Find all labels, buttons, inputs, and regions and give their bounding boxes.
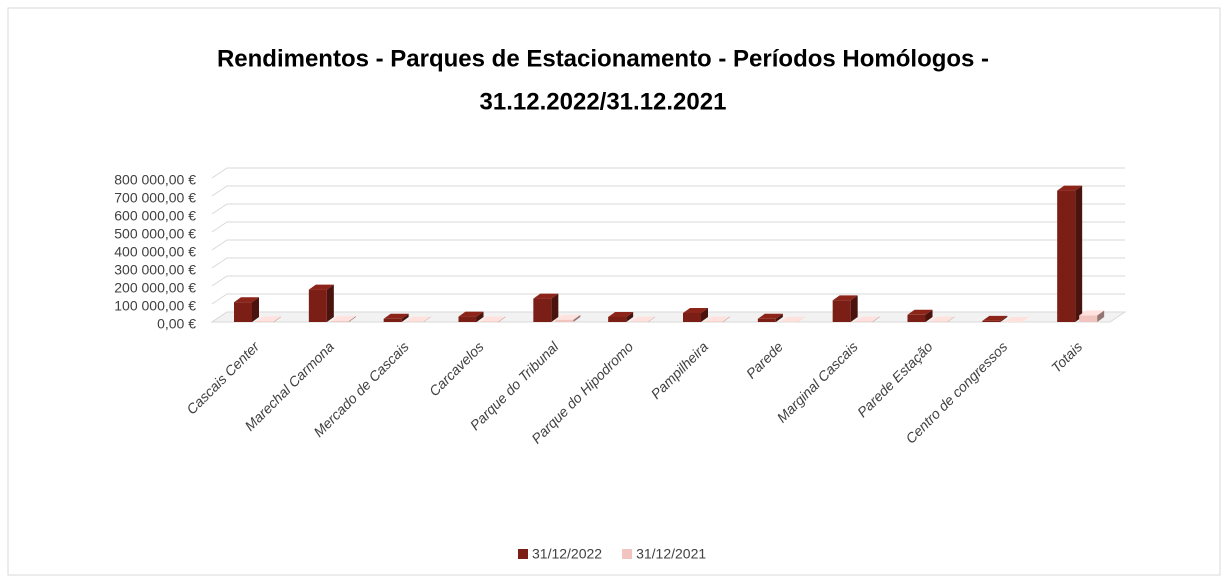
grid-line bbox=[211, 293, 1125, 305]
y-tick-label: 400 000,00 € bbox=[114, 244, 196, 260]
bar-side bbox=[723, 316, 730, 322]
bar bbox=[832, 300, 851, 322]
bar bbox=[533, 298, 552, 322]
chart-frame bbox=[7, 7, 1221, 576]
bar-side bbox=[423, 316, 431, 322]
bar-top bbox=[982, 315, 1008, 321]
legend-swatch bbox=[622, 549, 633, 559]
bar-side bbox=[947, 316, 955, 322]
bar-side bbox=[626, 311, 634, 322]
bar-side bbox=[872, 316, 880, 322]
grid-line bbox=[211, 257, 1125, 269]
y-tick-label: 0,00 € bbox=[157, 316, 196, 332]
bar-side bbox=[326, 284, 334, 322]
bar-top bbox=[779, 316, 805, 322]
y-tick-label: 800 000,00 € bbox=[114, 172, 196, 188]
legend-label: 31/12/2022 bbox=[532, 546, 602, 562]
bar-top bbox=[234, 297, 259, 303]
bar-top bbox=[383, 313, 409, 319]
bar-top bbox=[256, 316, 281, 322]
y-tick-label: 300 000,00 € bbox=[114, 262, 196, 278]
bar-side bbox=[925, 309, 933, 322]
y-tick-label: 100 000,00 € bbox=[114, 298, 196, 314]
chart-title: 31.12.2022/31.12.2021 bbox=[480, 88, 727, 115]
bar-side bbox=[252, 297, 259, 322]
bar-side bbox=[850, 295, 858, 322]
bar bbox=[907, 314, 926, 322]
bar-top bbox=[480, 316, 506, 322]
bar-top bbox=[555, 314, 581, 320]
bar bbox=[1079, 315, 1098, 322]
bar-top bbox=[854, 316, 880, 322]
y-tick-label: 600 000,00 € bbox=[114, 208, 196, 224]
grid-line bbox=[211, 239, 1125, 251]
grid-line bbox=[211, 203, 1125, 215]
bar-top bbox=[608, 311, 634, 317]
bar-side bbox=[797, 316, 805, 322]
floor bbox=[210, 311, 1127, 323]
bar-side bbox=[701, 308, 708, 322]
bar-top bbox=[907, 309, 933, 315]
bar-top bbox=[533, 293, 559, 299]
legend-swatch bbox=[518, 549, 528, 559]
bar-side bbox=[1000, 315, 1008, 322]
bar-top bbox=[458, 311, 484, 317]
bar bbox=[555, 319, 574, 322]
bar bbox=[683, 313, 701, 322]
y-tick-label: 700 000,00 € bbox=[114, 190, 196, 206]
bar-side bbox=[498, 316, 506, 322]
bar-top bbox=[757, 313, 783, 319]
y-tick-label: 200 000,00 € bbox=[114, 280, 196, 296]
chart-title: Rendimentos - Parques de Estacionamento … bbox=[217, 45, 989, 72]
bar-side bbox=[476, 311, 484, 322]
bar bbox=[383, 318, 402, 322]
bar-top bbox=[1079, 310, 1105, 316]
bar bbox=[308, 289, 327, 322]
legend-label: 31/12/2021 bbox=[636, 546, 706, 562]
bar-side bbox=[401, 313, 409, 322]
bar bbox=[982, 320, 1001, 322]
bar-top bbox=[705, 316, 730, 322]
bar-top bbox=[929, 316, 955, 322]
grid-line bbox=[211, 275, 1125, 287]
bar-top bbox=[330, 316, 356, 322]
bar-top bbox=[308, 284, 334, 290]
bar-side bbox=[1075, 185, 1083, 322]
bar-top bbox=[683, 308, 708, 313]
bar bbox=[705, 321, 723, 322]
bar bbox=[256, 321, 274, 322]
grid-line bbox=[211, 185, 1125, 197]
bar-top bbox=[1057, 185, 1083, 191]
bar bbox=[608, 316, 627, 322]
bar-side bbox=[274, 316, 281, 322]
bar-side bbox=[775, 313, 783, 322]
bar-side bbox=[1097, 310, 1105, 322]
bar-top bbox=[1004, 317, 1030, 322]
bar-side bbox=[648, 316, 656, 322]
bar-top bbox=[405, 316, 431, 322]
bar-side bbox=[551, 293, 559, 322]
bar bbox=[854, 321, 873, 322]
bar bbox=[234, 302, 252, 322]
bar-side bbox=[348, 316, 356, 322]
grid-line bbox=[211, 221, 1125, 233]
bar bbox=[330, 321, 349, 322]
grid-line bbox=[211, 167, 1125, 179]
bar bbox=[458, 316, 477, 322]
bar bbox=[1057, 190, 1076, 322]
bar-top bbox=[630, 316, 656, 322]
y-tick-label: 500 000,00 € bbox=[114, 226, 196, 242]
bar bbox=[757, 318, 776, 322]
bar-top bbox=[832, 295, 858, 301]
bar bbox=[480, 321, 499, 322]
bar-side bbox=[573, 314, 581, 322]
